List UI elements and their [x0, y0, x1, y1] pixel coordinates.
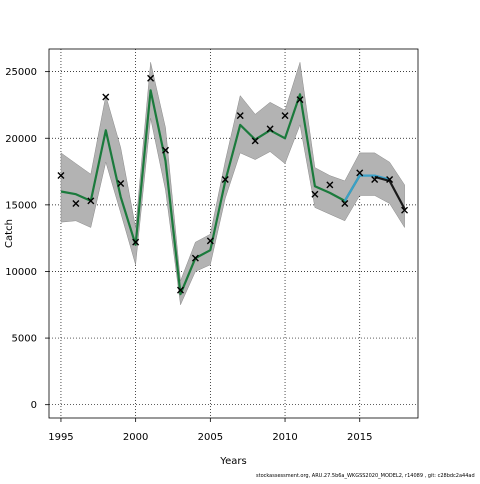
- plot-background: [49, 49, 418, 418]
- plot-frame: [48, 48, 419, 419]
- observed-catch-point: [147, 74, 155, 82]
- y-axis-title: Catch: [4, 219, 15, 248]
- observed-catch-point: [296, 96, 304, 104]
- observed-catch-point: [57, 172, 65, 180]
- axes: 1995 2000 2005 2010 2015 0 5000 10000 15000 20000…: [5, 67, 372, 443]
- estimate-lines: [60, 89, 406, 296]
- y-tick-label: 15000: [5, 200, 37, 211]
- observed-catch-point: [176, 286, 184, 294]
- observed-catch-point: [132, 238, 140, 246]
- y-tick-label: 10000: [5, 267, 37, 278]
- observed-catch-point: [311, 190, 319, 198]
- observed-catch-point: [162, 146, 170, 154]
- observed-points: [57, 74, 409, 294]
- observed-catch-point: [72, 200, 80, 208]
- observed-catch-point: [401, 206, 409, 214]
- observed-catch-point: [341, 200, 349, 208]
- observed-catch-point: [206, 237, 214, 245]
- x-tick-label: 2010: [272, 432, 297, 443]
- estimate-line: [60, 89, 361, 296]
- estimate-line: [343, 174, 390, 202]
- source-footer: stockassessment.org, ARU.27.5b6a_WKGSS20…: [256, 473, 475, 479]
- observed-catch-point: [102, 93, 110, 101]
- y-tick-label: 0: [31, 400, 37, 411]
- x-tick-label: 2005: [198, 432, 223, 443]
- observed-catch-point: [87, 197, 95, 205]
- observed-catch-point: [266, 125, 274, 133]
- observed-catch-point: [236, 112, 244, 120]
- observed-catch-point: [281, 112, 289, 120]
- observed-catch-point: [251, 137, 259, 145]
- observed-catch-point: [191, 254, 199, 262]
- estimate-line: [374, 175, 406, 210]
- observed-catch-point: [371, 176, 379, 184]
- y-tick-label: 25000: [5, 67, 37, 78]
- x-tick-label: 1995: [48, 432, 73, 443]
- x-tick-label: 2015: [347, 432, 372, 443]
- observed-catch-point: [356, 169, 364, 177]
- y-tick-label: 5000: [12, 334, 37, 345]
- x-tick-label: 2000: [123, 432, 148, 443]
- x-axis-title: Years: [219, 456, 246, 467]
- observed-catch-point: [117, 180, 125, 188]
- observed-catch-point: [221, 176, 229, 184]
- observed-catch-point: [326, 181, 334, 189]
- y-tick-label: 20000: [5, 134, 37, 145]
- observed-catch-point: [386, 176, 394, 184]
